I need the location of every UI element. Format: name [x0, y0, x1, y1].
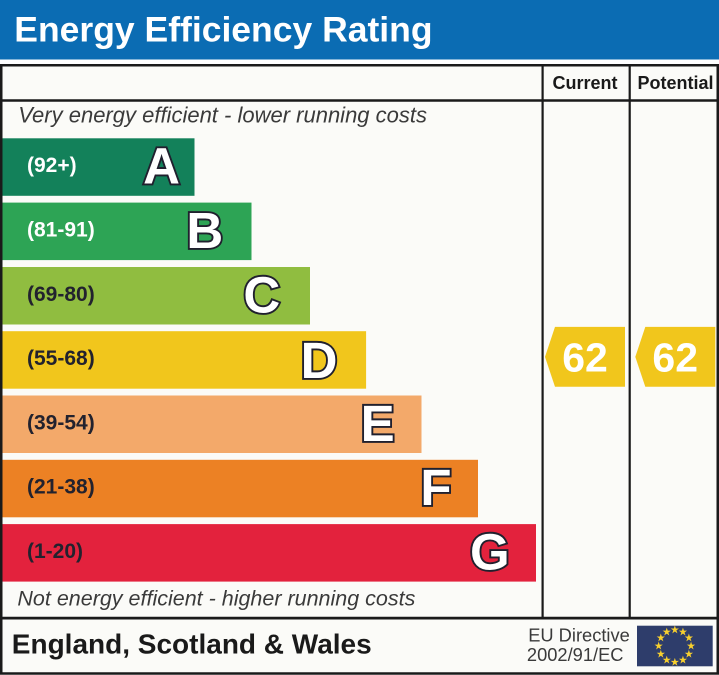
- svg-text:Energy Efficiency Rating: Energy Efficiency Rating: [14, 10, 432, 50]
- svg-text:62: 62: [652, 334, 698, 380]
- svg-text:Not energy efficient - higher: Not energy efficient - higher running co…: [17, 586, 415, 610]
- svg-text:(69-80): (69-80): [27, 283, 95, 306]
- svg-text:G: G: [470, 523, 510, 580]
- svg-text:B: B: [186, 202, 223, 259]
- svg-text:D: D: [301, 332, 338, 389]
- svg-text:England, Scotland & Wales: England, Scotland & Wales: [12, 628, 372, 659]
- svg-text:(1-20): (1-20): [27, 540, 83, 563]
- svg-text:Potential: Potential: [637, 73, 713, 93]
- svg-text:E: E: [361, 395, 395, 452]
- svg-text:EU Directive: EU Directive: [528, 625, 630, 646]
- svg-text:C: C: [243, 266, 280, 323]
- svg-text:A: A: [143, 138, 180, 195]
- svg-text:(81-91): (81-91): [27, 218, 95, 241]
- svg-text:(21-38): (21-38): [27, 476, 95, 499]
- svg-text:(55-68): (55-68): [27, 347, 95, 370]
- svg-text:2002/91/EC: 2002/91/EC: [527, 644, 624, 665]
- svg-text:62: 62: [562, 334, 608, 380]
- svg-text:(39-54): (39-54): [27, 411, 95, 434]
- svg-text:Very energy efficient - lower: Very energy efficient - lower running co…: [18, 103, 427, 128]
- svg-text:Current: Current: [552, 73, 617, 93]
- svg-text:(92+): (92+): [27, 154, 77, 177]
- svg-text:F: F: [420, 459, 451, 516]
